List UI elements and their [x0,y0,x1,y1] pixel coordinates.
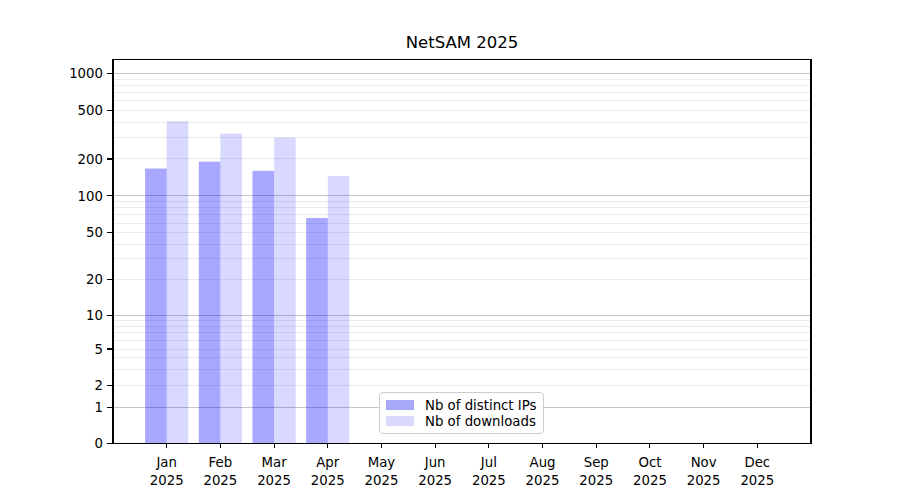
bar-nb-of-distinct-ips-apr [306,218,328,444]
x-tick-label-dec: Dec [744,455,770,470]
y-tick-label-10: 10 [86,308,103,323]
x-tick-label-year-may: 2025 [365,473,399,488]
x-tick-label-jan: Jan [155,455,177,470]
bar-nb-of-downloads-feb [220,134,242,444]
legend-label-distinct-ips: Nb of distinct IPs [425,398,536,413]
x-tick-label-jul: Jul [480,455,497,470]
x-tick-label-year-nov: 2025 [687,473,721,488]
y-tick-label-500: 500 [78,103,103,118]
bar-nb-of-distinct-ips-jan [145,169,167,444]
x-tick-label-mar: Mar [262,455,288,470]
legend-swatch-downloads-icon [386,416,414,427]
x-tick-label-oct: Oct [638,455,661,470]
y-tick-label-50: 50 [86,225,103,240]
y-tick-label-1: 1 [95,400,103,415]
y-tick-label-5: 5 [95,342,103,357]
legend: Nb of distinct IPs Nb of downloads [379,392,544,434]
x-tick-label-year-jan: 2025 [150,473,184,488]
bar-nb-of-downloads-apr [328,176,350,443]
x-tick-label-year-mar: 2025 [257,473,291,488]
x-tick-label-year-feb: 2025 [203,473,237,488]
x-tick-label-jun: Jun [424,455,446,470]
x-tick-label-may: May [368,455,396,470]
x-tick-label-year-sep: 2025 [579,473,613,488]
bar-nb-of-distinct-ips-mar [252,171,274,444]
x-tick-label-aug: Aug [530,455,556,470]
x-tick-label-apr: Apr [316,455,340,470]
x-tick-label-feb: Feb [209,455,233,470]
bar-nb-of-downloads-jan [167,121,189,443]
chart-figure: NetSAM 2025 01251020501002005001000Jan20… [0,0,900,500]
y-tick-label-20: 20 [86,272,103,287]
x-tick-label-year-aug: 2025 [526,473,560,488]
legend-item-distinct-ips: Nb of distinct IPs [386,397,537,413]
y-tick-label-0: 0 [95,436,103,451]
x-tick-label-nov: Nov [691,455,717,470]
y-tick-label-100: 100 [78,189,103,204]
x-tick-label-year-oct: 2025 [633,473,667,488]
x-tick-label-year-dec: 2025 [740,473,774,488]
y-tick-label-200: 200 [78,152,103,167]
bar-nb-of-distinct-ips-feb [199,162,221,444]
legend-label-downloads: Nb of downloads [425,414,536,429]
y-tick-label-2: 2 [95,378,103,393]
x-tick-label-year-jul: 2025 [472,473,506,488]
x-tick-label-year-apr: 2025 [311,473,345,488]
y-tick-label-1000: 1000 [69,66,103,81]
bar-nb-of-downloads-mar [274,138,296,444]
x-tick-label-sep: Sep [584,455,609,470]
legend-item-downloads: Nb of downloads [386,413,537,429]
legend-swatch-distinct-ips-icon [386,400,414,411]
x-tick-label-year-jun: 2025 [418,473,452,488]
